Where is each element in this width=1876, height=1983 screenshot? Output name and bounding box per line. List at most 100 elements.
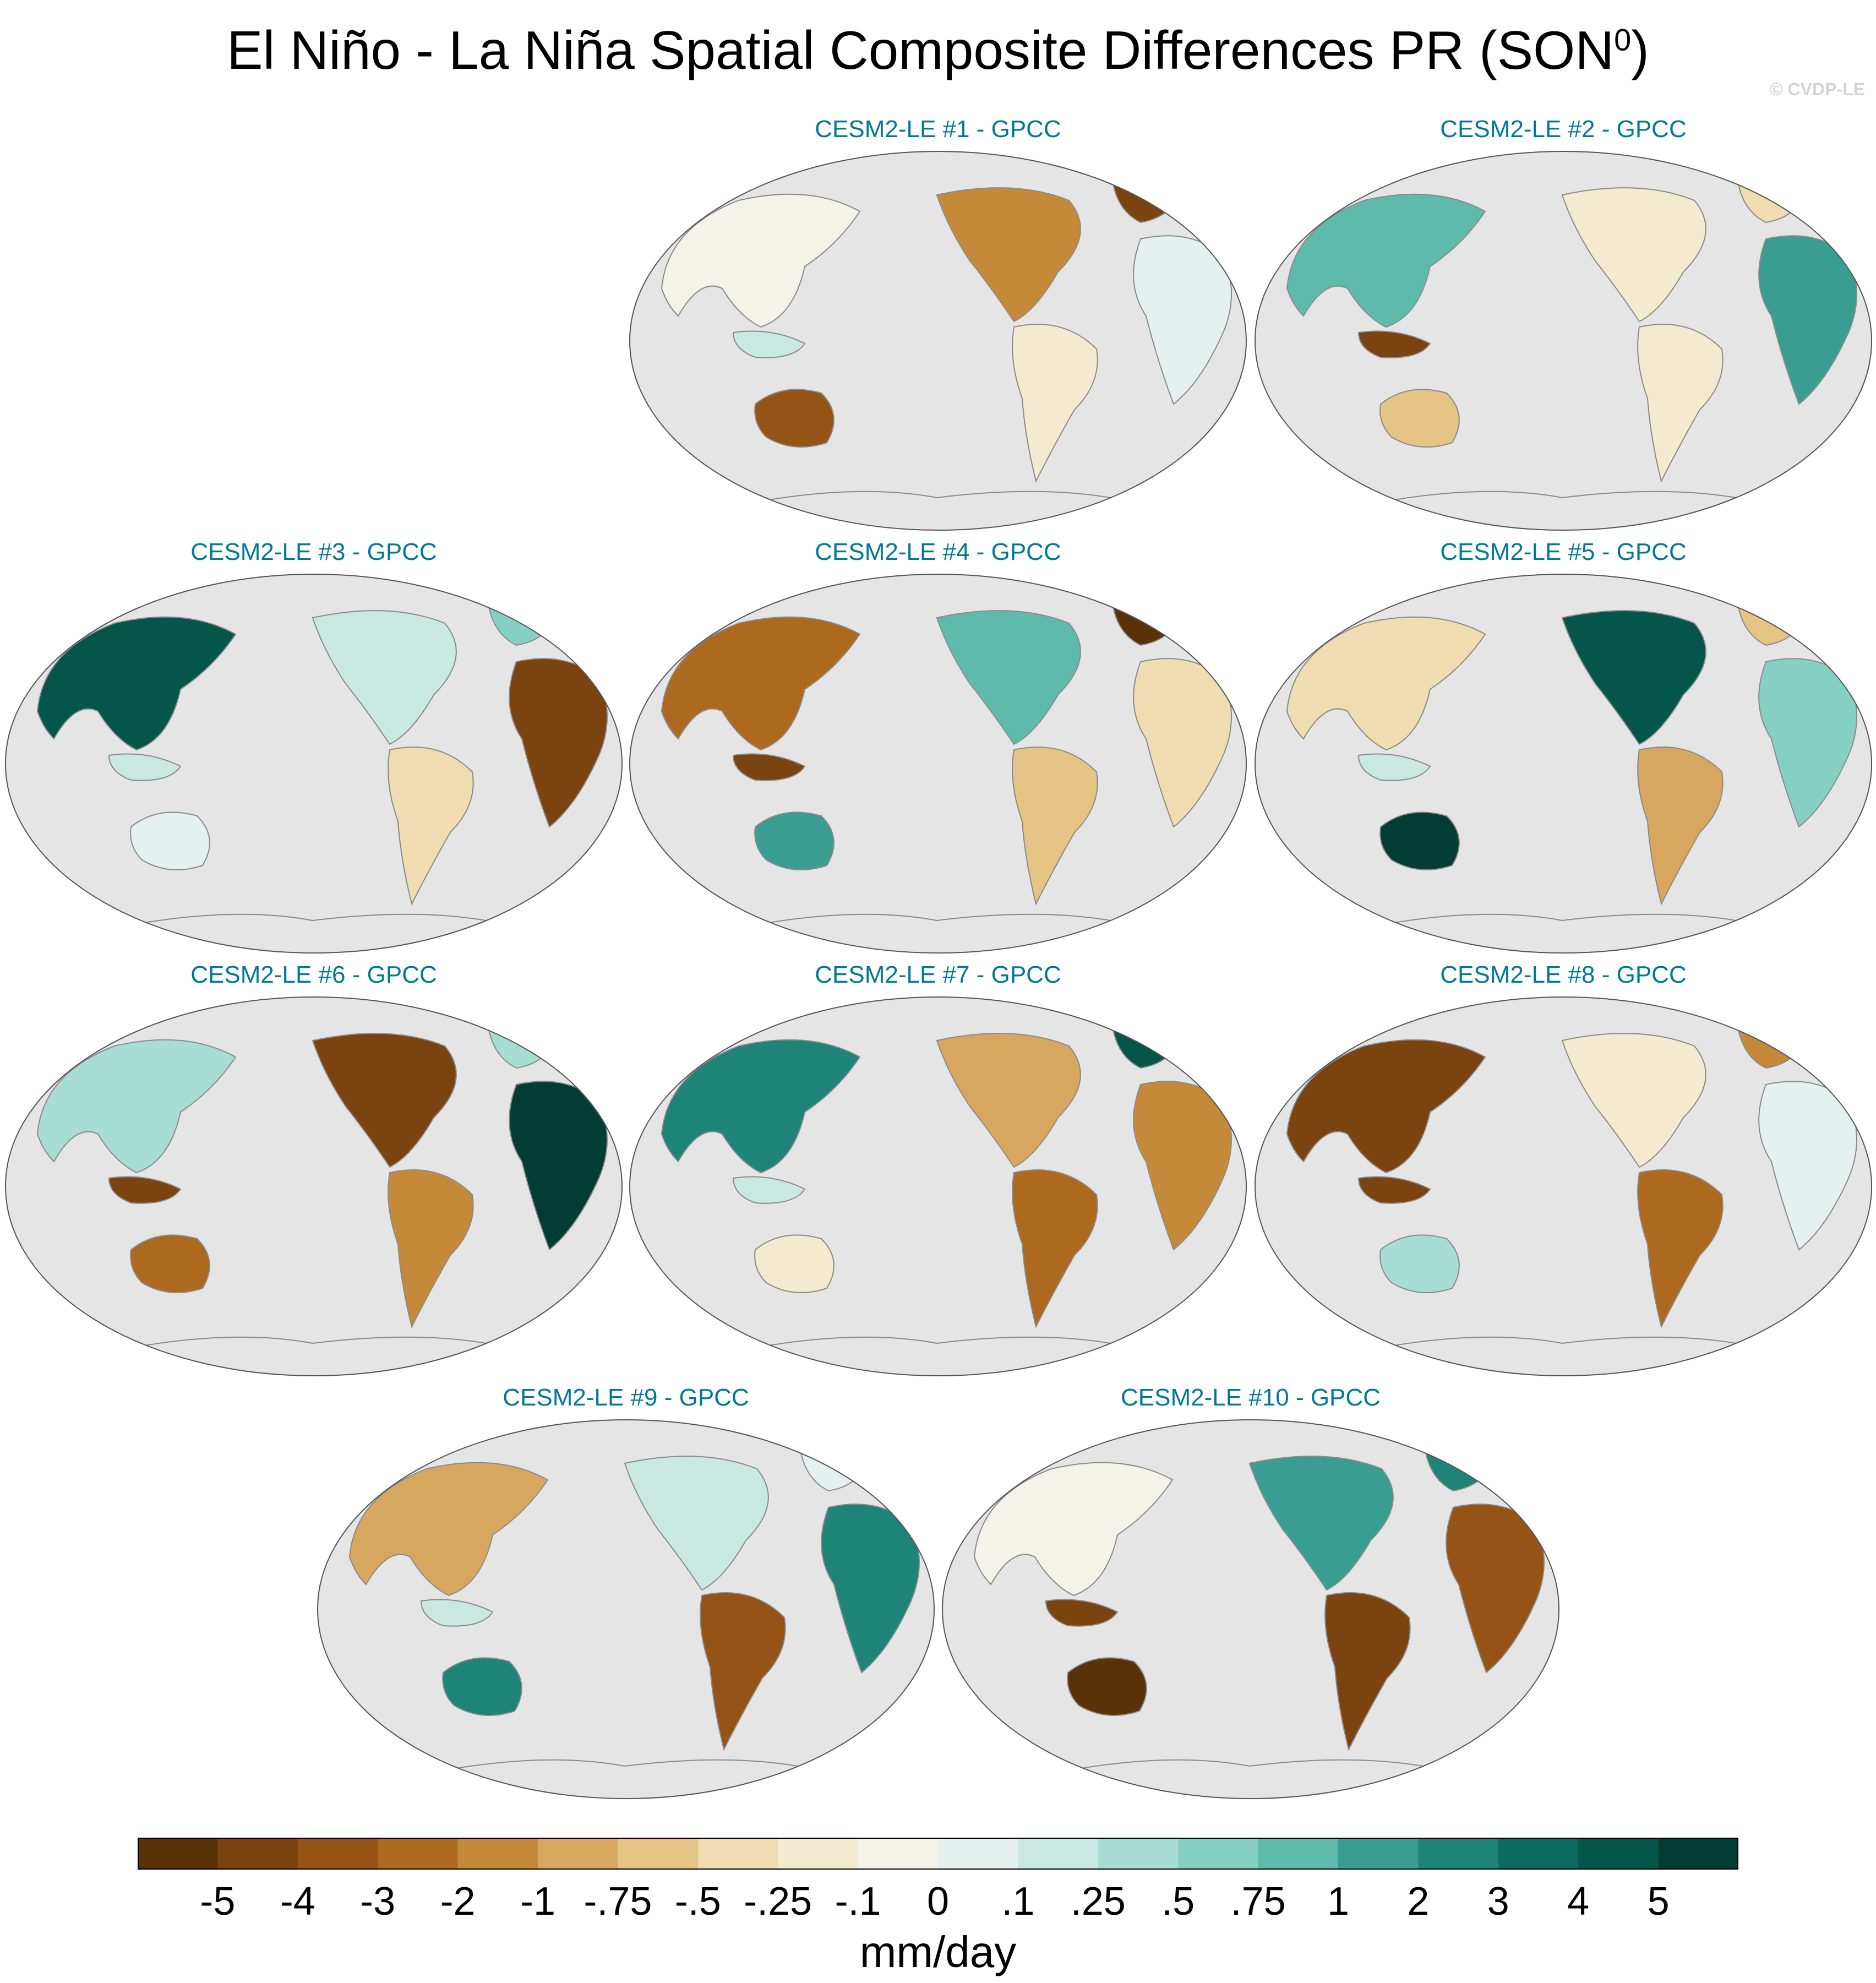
landmass-north-america	[312, 610, 457, 745]
landmass-australia	[754, 389, 835, 448]
landmass-asia	[1286, 193, 1486, 328]
colorbar-swatch	[457, 1838, 538, 1870]
map-panel: CESM2-LE #2 - GPCC	[1254, 116, 1873, 540]
map-outline	[1255, 151, 1872, 531]
colorbar-tick-label: .25	[1071, 1880, 1126, 1924]
panel-title: CESM2-LE #8 - GPCC	[1440, 961, 1687, 988]
colorbar-swatch	[1018, 1838, 1099, 1870]
colorbar-tick-label: -.25	[744, 1880, 812, 1924]
colorbar-swatch	[538, 1838, 618, 1870]
robinson-world-map	[317, 1419, 935, 1799]
panel-title: CESM2-LE #10 - GPCC	[1121, 1384, 1381, 1411]
landmass-southeast-asia	[1357, 1176, 1431, 1204]
colorbar-swatch	[697, 1838, 778, 1870]
robinson-world-map	[1255, 996, 1872, 1376]
landmass-australia	[442, 1657, 522, 1716]
map-outline	[942, 1419, 1559, 1799]
landmass-north-america	[1248, 1456, 1394, 1591]
landmass-south-america	[388, 1169, 474, 1328]
colorbar-swatch	[1098, 1838, 1179, 1870]
map-outline	[1255, 996, 1872, 1376]
landmass-asia	[36, 616, 237, 751]
map-outline	[629, 151, 1247, 531]
panel-title: CESM2-LE #1 - GPCC	[815, 116, 1061, 143]
colorbar-swatch	[618, 1838, 699, 1870]
map-panel: CESM2-LE #1 - GPCC	[629, 116, 1247, 540]
map-panel: CESM2-LE #8 - GPCC	[1254, 961, 1873, 1385]
map-panel: CESM2-LE #9 - GPCC	[317, 1384, 935, 1808]
landmass-southeast-asia	[732, 753, 806, 781]
landmass-asia	[1286, 616, 1486, 751]
landmass-australia	[1379, 1234, 1460, 1293]
robinson-world-map	[942, 1419, 1559, 1799]
colorbar-tick-label: -.75	[583, 1880, 652, 1924]
colorbar-swatch	[1338, 1838, 1419, 1870]
colorbar-tick-label: 5	[1648, 1880, 1670, 1924]
colorbar-tick-label: 3	[1487, 1880, 1509, 1924]
panel-title: CESM2-LE #6 - GPCC	[190, 961, 437, 988]
landmass-antarctica	[1034, 1759, 1470, 1799]
colorbar-tick-label: -2	[440, 1880, 476, 1924]
landmass-south-america	[1324, 1592, 1411, 1751]
landmass-north-america	[1561, 187, 1706, 323]
colorbar-label: mm/day	[859, 1927, 1017, 1976]
map-panel: CESM2-LE #5 - GPCC	[1254, 538, 1873, 962]
panel-title: CESM2-LE #5 - GPCC	[1440, 538, 1687, 565]
colorbar-swatch	[297, 1838, 378, 1870]
panel-title: CESM2-LE #2 - GPCC	[1440, 116, 1687, 143]
colorbar-frame	[138, 1838, 1738, 1870]
colorbar-tick-label: .1	[1001, 1880, 1034, 1924]
landmass-southeast-asia	[420, 1599, 494, 1627]
landmass-north-america	[624, 1456, 769, 1591]
colorbar-swatch	[1258, 1838, 1339, 1870]
colorbar-tick-label: 2	[1407, 1880, 1429, 1924]
landmass-southeast-asia	[732, 330, 806, 358]
landmass-australia	[1067, 1657, 1147, 1716]
landmass-antarctica	[97, 913, 533, 953]
landmass-asia	[36, 1039, 237, 1174]
colorbar-tick-label: -.1	[835, 1880, 881, 1924]
map-outline	[629, 996, 1247, 1376]
panel-title: CESM2-LE #9 - GPCC	[503, 1384, 749, 1411]
colorbar-tick-label: 4	[1567, 1880, 1589, 1924]
landmass-asia	[661, 616, 861, 751]
colorbar-tick-label: -4	[280, 1880, 315, 1924]
colorbar-tick-label: .75	[1231, 1880, 1286, 1924]
landmass-south-america	[1637, 324, 1724, 483]
landmass-south-america	[1012, 324, 1098, 483]
panel-title: CESM2-LE #7 - GPCC	[815, 961, 1061, 988]
landmass-south-america	[700, 1592, 786, 1751]
robinson-world-map	[5, 574, 623, 954]
robinson-world-map	[5, 996, 623, 1376]
landmass-southeast-asia	[108, 753, 182, 781]
landmass-australia	[130, 1234, 210, 1293]
landmass-south-america	[1012, 747, 1098, 906]
landmass-southeast-asia	[1357, 330, 1431, 358]
colorbar-tick-label: -3	[360, 1880, 395, 1924]
credit-label: © CVDP-LE	[1770, 79, 1865, 99]
colorbar-tick-label: -.5	[675, 1880, 721, 1924]
landmass-south-america	[1637, 1169, 1724, 1328]
panel-title: CESM2-LE #3 - GPCC	[190, 538, 437, 565]
landmass-south-america	[388, 747, 474, 906]
map-panel: CESM2-LE #10 - GPCC	[941, 1384, 1560, 1808]
landmass-north-america	[936, 610, 1081, 745]
landmass-antarctica	[410, 1759, 846, 1799]
landmass-australia	[1379, 811, 1460, 870]
colorbar-tick-label: -5	[200, 1880, 235, 1924]
robinson-world-map	[629, 151, 1247, 531]
robinson-world-map	[629, 996, 1247, 1376]
colorbar-swatch	[1578, 1838, 1659, 1870]
map-panel: CESM2-LE #7 - GPCC	[629, 961, 1247, 1385]
landmass-north-america	[312, 1033, 457, 1168]
landmass-australia	[1379, 389, 1460, 448]
colorbar-swatch	[858, 1838, 939, 1870]
landmass-north-america	[936, 187, 1081, 323]
colorbar-tick-label: -1	[520, 1880, 555, 1924]
panel-title: CESM2-LE #4 - GPCC	[815, 538, 1061, 565]
landmass-antarctica	[97, 1336, 533, 1376]
map-outline	[629, 574, 1247, 954]
landmass-asia	[1286, 1039, 1486, 1174]
landmass-north-america	[1561, 610, 1706, 745]
landmass-southeast-asia	[108, 1176, 182, 1204]
